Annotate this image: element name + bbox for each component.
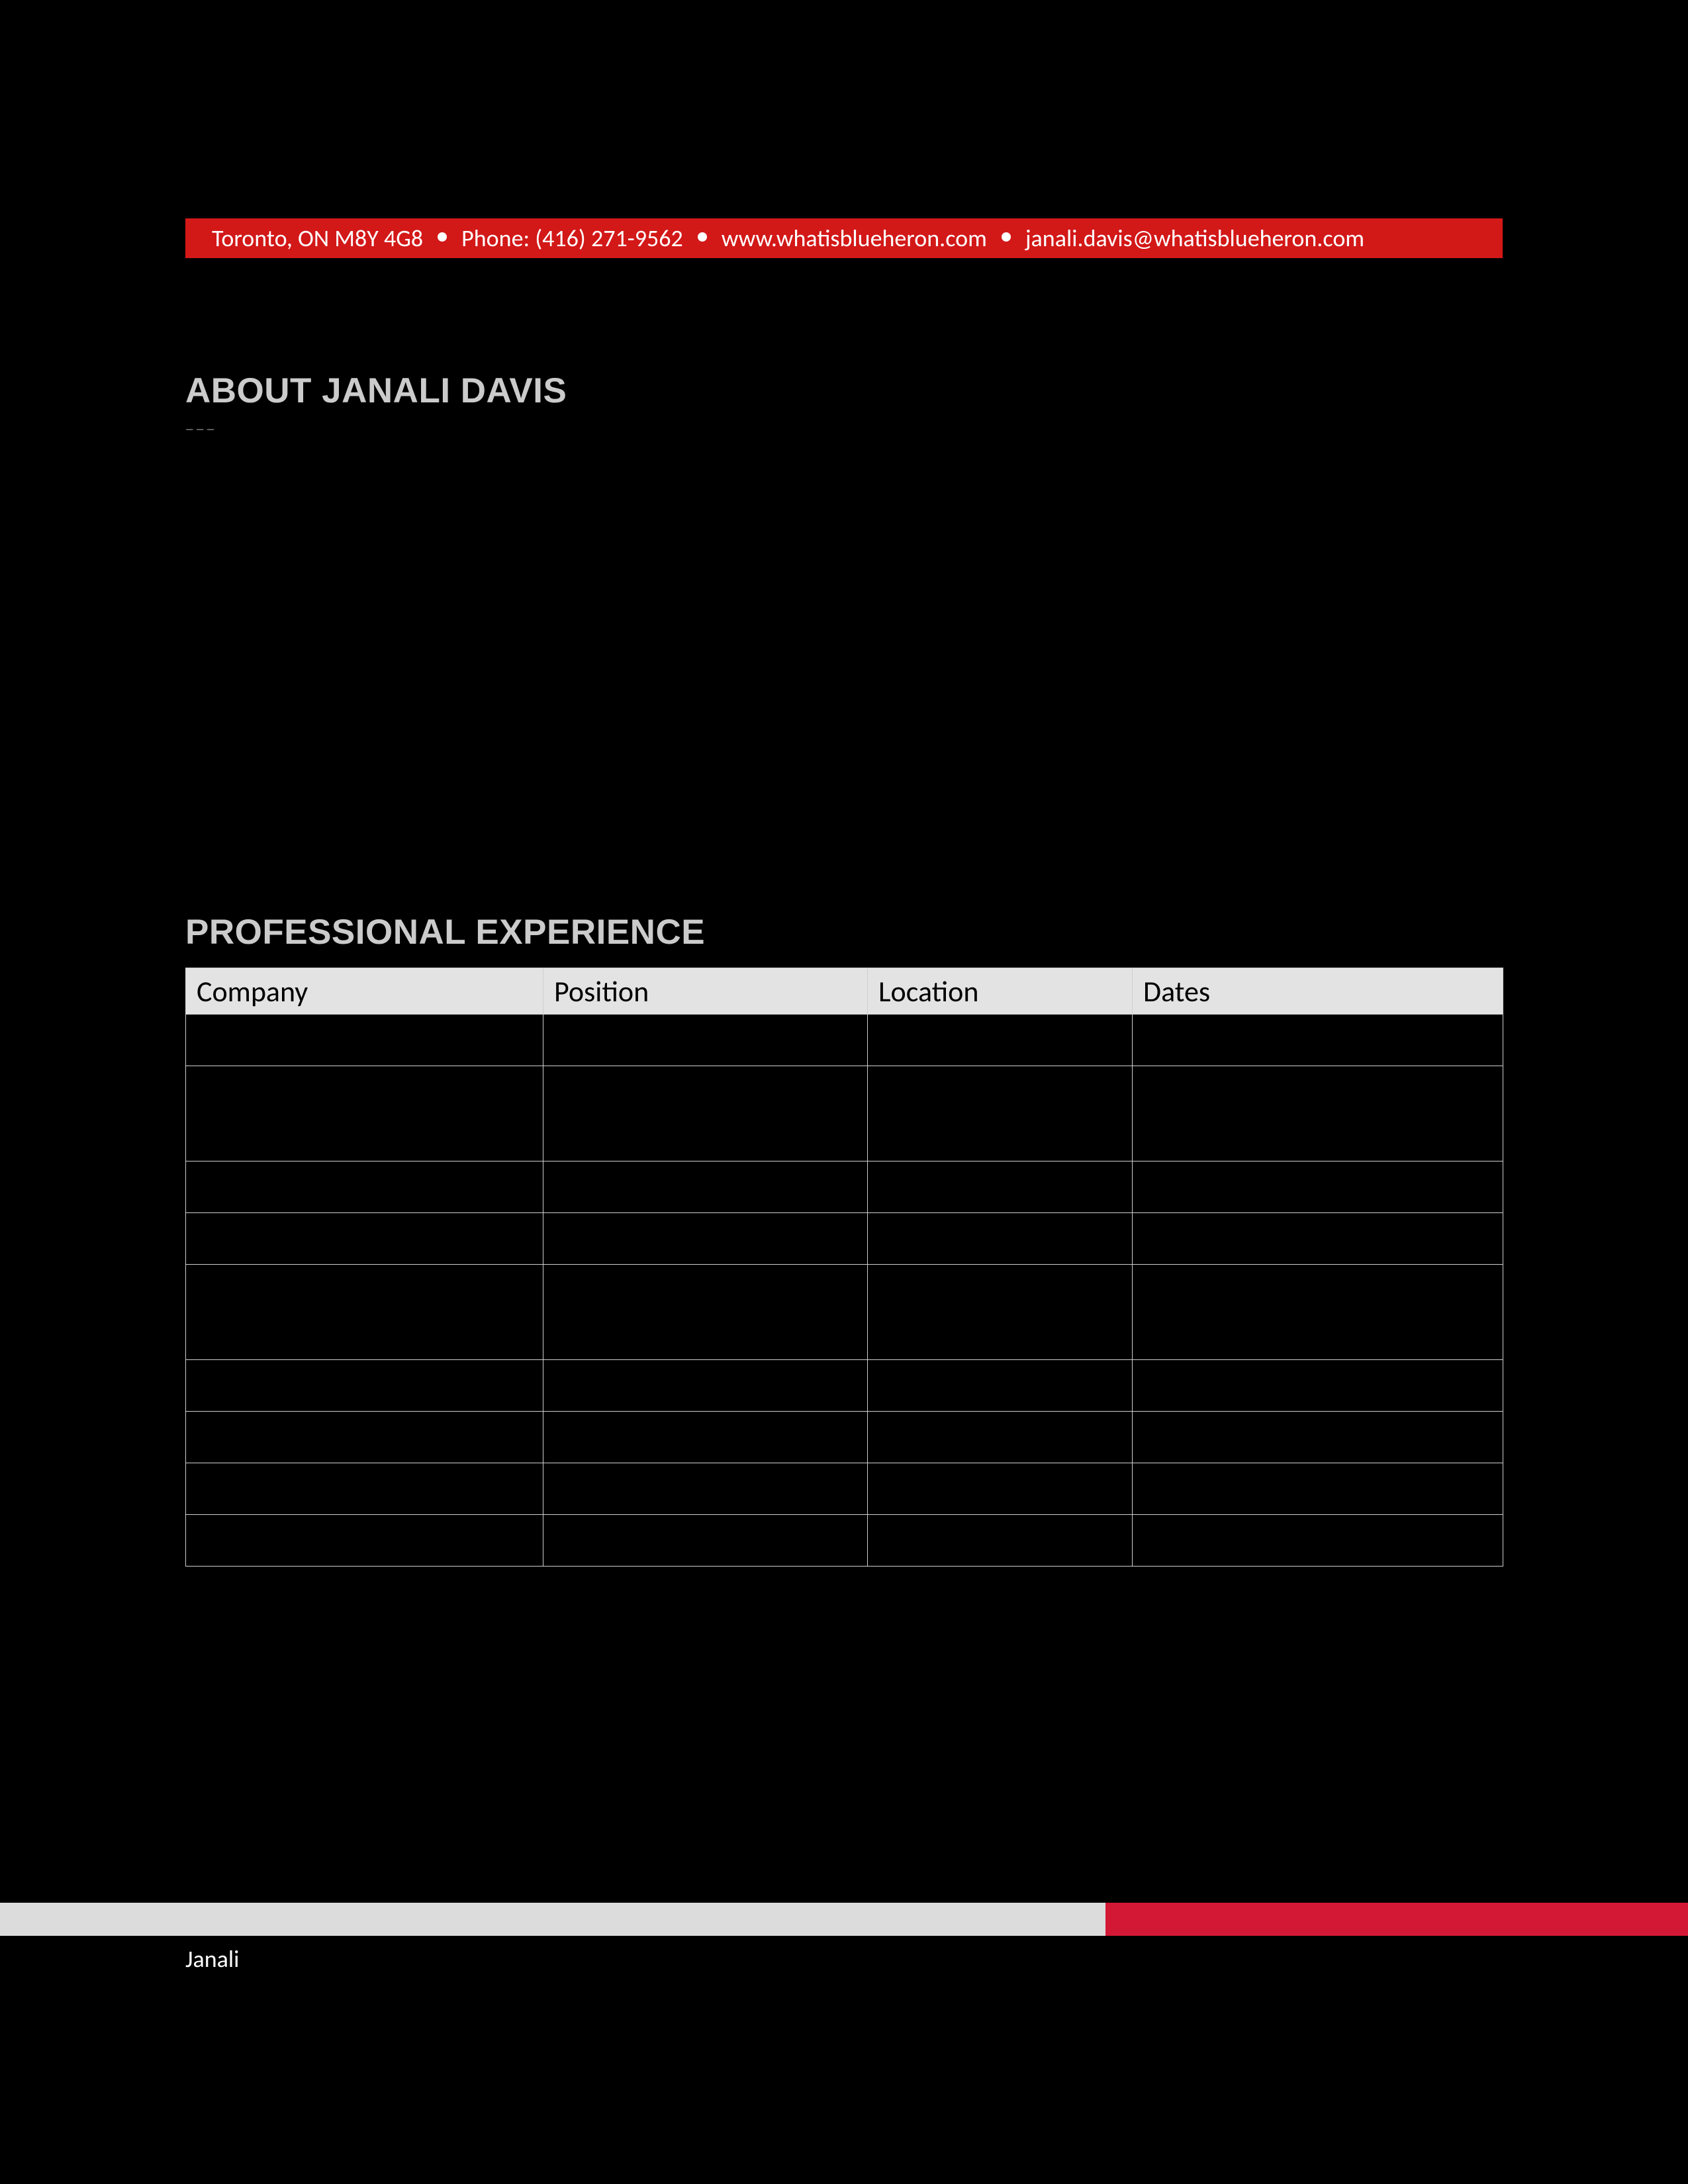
cell-dates — [1133, 1015, 1503, 1066]
cell-location — [868, 1161, 1133, 1213]
cell-location — [868, 1412, 1133, 1463]
table-row — [186, 1515, 1503, 1567]
cell-position — [543, 1265, 868, 1360]
experience-section-title: PROFESSIONAL EXPERIENCE — [185, 912, 705, 952]
cell-company — [186, 1360, 543, 1412]
cell-location — [868, 1066, 1133, 1161]
table-row — [186, 1412, 1503, 1463]
cell-company — [186, 1463, 543, 1515]
experience-table: Company Position Location Dates — [185, 968, 1503, 1567]
cell-dates — [1133, 1213, 1503, 1265]
col-header-company: Company — [186, 968, 543, 1015]
footer-bar-red — [1105, 1903, 1688, 1936]
cell-dates — [1133, 1412, 1503, 1463]
col-header-dates: Dates — [1133, 968, 1503, 1015]
contact-email: janali.davis@whatisblueheron.com — [1025, 224, 1364, 253]
cell-dates — [1133, 1161, 1503, 1213]
bullet-separator-icon — [698, 232, 707, 242]
cell-dates — [1133, 1463, 1503, 1515]
about-dashes: — — — — [185, 424, 214, 435]
cell-dates — [1133, 1265, 1503, 1360]
contact-phone: Phone: (416) 271-9562 — [461, 224, 683, 253]
cell-position — [543, 1360, 868, 1412]
table-row — [186, 1213, 1503, 1265]
cell-position — [543, 1213, 868, 1265]
table-row — [186, 1161, 1503, 1213]
cell-position — [543, 1463, 868, 1515]
contact-address: Toronto, ON M8Y 4G8 — [212, 224, 423, 253]
cell-location — [868, 1360, 1133, 1412]
bullet-separator-icon — [438, 232, 447, 242]
table-row — [186, 1360, 1503, 1412]
about-section-title: ABOUT JANALI DAVIS — [185, 371, 567, 411]
cell-dates — [1133, 1360, 1503, 1412]
cell-company — [186, 1161, 543, 1213]
table-row — [186, 1066, 1503, 1161]
cell-position — [543, 1015, 868, 1066]
bullet-separator-icon — [1002, 232, 1011, 242]
cell-position — [543, 1161, 868, 1213]
page: Toronto, ON M8Y 4G8 Phone: (416) 271-956… — [0, 0, 1688, 2184]
contact-website: www.whatisblueheron.com — [722, 224, 987, 253]
cell-location — [868, 1015, 1133, 1066]
cell-company — [186, 1213, 543, 1265]
table-header-row: Company Position Location Dates — [186, 968, 1503, 1015]
cell-company — [186, 1066, 543, 1161]
cell-position — [543, 1066, 868, 1161]
cell-company — [186, 1515, 543, 1567]
cell-dates — [1133, 1066, 1503, 1161]
cell-location — [868, 1265, 1133, 1360]
cell-company — [186, 1015, 543, 1066]
contact-bar: Toronto, ON M8Y 4G8 Phone: (416) 271-956… — [185, 218, 1503, 258]
footer-name: Janali — [185, 1944, 239, 1974]
footer-bar-gray — [0, 1903, 1105, 1936]
table-row — [186, 1265, 1503, 1360]
col-header-location: Location — [868, 968, 1133, 1015]
cell-location — [868, 1515, 1133, 1567]
cell-position — [543, 1412, 868, 1463]
cell-company — [186, 1265, 543, 1360]
cell-location — [868, 1213, 1133, 1265]
col-header-position: Position — [543, 968, 868, 1015]
cell-company — [186, 1412, 543, 1463]
cell-position — [543, 1515, 868, 1567]
cell-location — [868, 1463, 1133, 1515]
table-row — [186, 1463, 1503, 1515]
cell-dates — [1133, 1515, 1503, 1567]
table-row — [186, 1015, 1503, 1066]
